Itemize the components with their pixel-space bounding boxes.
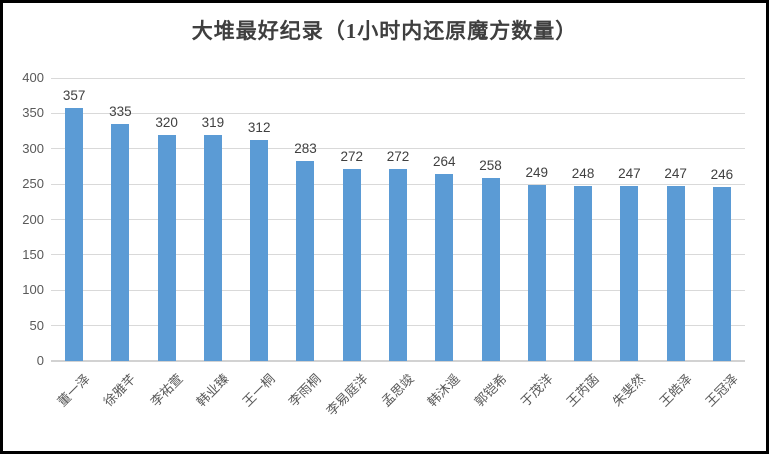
plot-area: 0 50 100 150 200 250 300 350 400 357 335 320 319 312…	[3, 3, 766, 451]
data-label: 264	[433, 154, 456, 170]
gridline	[51, 112, 745, 114]
bar[interactable]	[65, 108, 84, 361]
bar[interactable]	[527, 184, 546, 361]
bar[interactable]	[296, 160, 315, 361]
data-label: 258	[479, 158, 502, 174]
x-axis-category-label: 徐雅芊	[100, 371, 140, 410]
gridline	[51, 77, 745, 79]
x-axis-category-label: 朱斐然	[609, 371, 649, 410]
y-axis-tick-label: 300	[22, 140, 44, 156]
x-axis-category-label: 韩沐遥	[424, 371, 464, 410]
x-axis-category-label: 王冠泽	[702, 371, 741, 410]
bar[interactable]	[157, 134, 176, 361]
x-axis-category-label: 王皓泽	[656, 371, 695, 410]
x-axis-category-label: 韩业臻	[193, 371, 232, 410]
data-label: 283	[294, 140, 317, 156]
bar[interactable]	[389, 168, 407, 361]
x-axis-category-label: 李祐萱	[147, 371, 186, 410]
data-label: 272	[340, 148, 363, 164]
x-axis-category-label: 孟思竣	[378, 371, 417, 410]
data-label: 247	[618, 166, 641, 182]
data-label: 312	[247, 120, 271, 136]
y-axis-tick-label: 150	[22, 246, 44, 262]
data-label: 320	[155, 114, 178, 130]
y-axis-tick-label: 250	[22, 176, 44, 192]
bar[interactable]	[712, 186, 731, 361]
data-label: 247	[664, 166, 687, 182]
chart-title: 大堆最好纪录（1小时内还原魔方数量）	[191, 19, 578, 43]
bar[interactable]	[111, 123, 130, 361]
x-axis-category-label: 于茂洋	[517, 371, 556, 410]
x-axis-category-label: 郭铠希	[471, 371, 510, 410]
x-axis-category-label: 李易庭洋	[323, 371, 371, 419]
y-axis-tick-label: 50	[29, 317, 44, 333]
y-axis-tick-label: 100	[22, 282, 44, 298]
data-label: 249	[525, 164, 549, 180]
y-axis-tick-label: 0	[36, 353, 44, 368]
y-axis-tick-label: 350	[22, 105, 44, 121]
y-axis-tick-label: 400	[22, 70, 44, 85]
data-label: 246	[710, 166, 734, 182]
gridline	[51, 148, 745, 150]
x-axis-category-label: 王一桐	[239, 371, 278, 410]
bar[interactable]	[435, 174, 454, 361]
x-axis-line	[51, 360, 745, 362]
bar[interactable]	[666, 186, 685, 361]
data-label: 319	[201, 115, 225, 131]
data-label: 335	[109, 103, 132, 119]
x-axis-category-label: 董一泽	[54, 371, 93, 410]
bar[interactable]	[620, 186, 639, 361]
bar[interactable]	[342, 168, 361, 361]
data-label: 357	[62, 88, 86, 104]
data-label: 272	[386, 148, 410, 164]
bar[interactable]	[481, 178, 500, 361]
data-label: 248	[571, 165, 595, 181]
bar[interactable]	[574, 185, 593, 361]
x-axis-category-label: 王芮菡	[563, 371, 602, 410]
y-axis-tick-label: 200	[22, 211, 44, 227]
x-axis-category-label: 李雨桐	[286, 371, 325, 410]
bar[interactable]	[203, 135, 222, 361]
bar[interactable]	[250, 140, 269, 361]
